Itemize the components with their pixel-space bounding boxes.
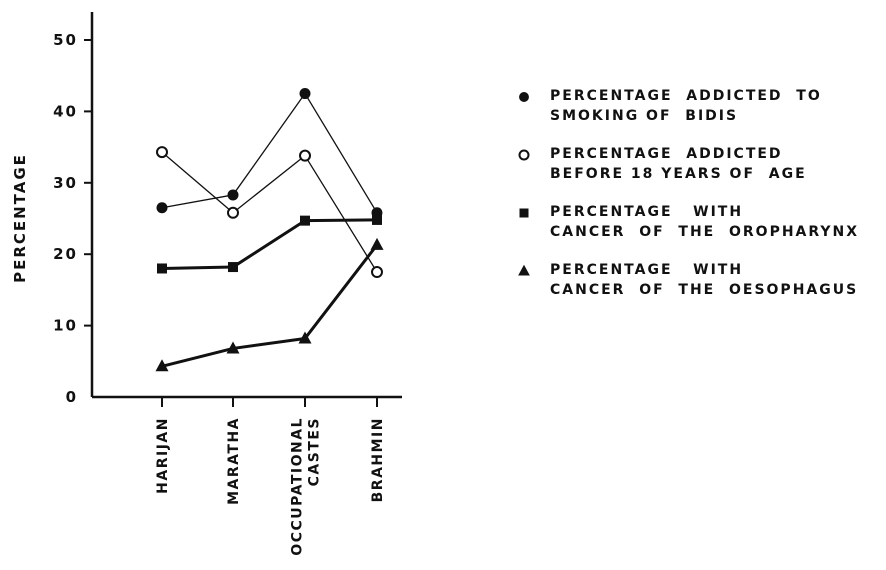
legend-marker [518, 264, 530, 276]
data-point [371, 266, 383, 279]
data-point [226, 341, 240, 354]
data-point [156, 146, 168, 159]
data-point [157, 263, 167, 274]
data-point [156, 202, 168, 214]
legend-label-line: CANCER OF THE OROPHARYNX [550, 224, 860, 240]
x-tick-label: MARATHA [226, 417, 242, 505]
legend-item-2: PERCENTAGE ADDICTED BEFORE 18 YEARS OF AG… [512, 144, 882, 184]
legend-label-line: PERCENTAGE ADDICTED TO [550, 88, 822, 104]
y-tick-label: 0 [66, 388, 78, 406]
series-4 [155, 237, 384, 372]
x-axis: HARIJAN MARATHA OCCUPATIONAL CASTES BRAHMIN [92, 395, 402, 556]
legend-item-3: PERCENTAGE WITH CANCER OF THE OROPHARYNX [512, 202, 882, 242]
x-tick-label: HARIJAN [155, 417, 171, 494]
data-point [370, 237, 384, 250]
series-line [161, 218, 378, 270]
legend-label-line: PERCENTAGE ADDICTED [550, 146, 783, 162]
data-point [299, 149, 311, 162]
legend-marker [519, 92, 529, 102]
legend-label-line: BEFORE 18 YEARS OF AGE [550, 166, 807, 182]
legend-marker [518, 149, 530, 161]
y-axis: 0 10 20 30 40 50 [53, 12, 94, 406]
y-tick-label: 40 [53, 102, 78, 120]
series-line [161, 92, 378, 214]
legend-marker-shape [518, 264, 530, 276]
data-point [227, 189, 239, 201]
legend-marker [519, 208, 529, 218]
y-tick-label: 20 [53, 245, 78, 263]
series-3 [157, 214, 382, 274]
data-point [298, 331, 312, 344]
data-point [155, 359, 169, 372]
y-axis-title: PERCENTAGE [11, 153, 29, 283]
data-point [372, 214, 382, 225]
y-tick-label: 50 [53, 31, 78, 49]
series-2 [156, 146, 383, 279]
data-point [228, 262, 238, 273]
legend-marker-shape [519, 208, 529, 218]
legend-marker-shape [518, 149, 530, 161]
x-tick-label: OCCUPATIONAL [290, 417, 306, 556]
legend-label-line: SMOKING OF BIDIS [550, 108, 739, 124]
x-tick-label: BRAHMIN [370, 417, 386, 502]
y-tick-label: 10 [53, 317, 78, 335]
legend-item-1: PERCENTAGE ADDICTED TO SMOKING OF BIDIS [512, 86, 882, 126]
legend: PERCENTAGE ADDICTED TO SMOKING OF BIDIS PE… [512, 86, 882, 318]
data-point [227, 206, 239, 219]
legend-label-line: PERCENTAGE WITH [550, 262, 744, 278]
legend-item-4: PERCENTAGE WITH CANCER OF THE OESOPHAGUS [512, 260, 882, 300]
data-point [300, 215, 310, 226]
legend-label-line: PERCENTAGE WITH [550, 204, 744, 220]
data-point [299, 88, 311, 100]
legend-label-line: CANCER OF THE OESOPHAGUS [550, 282, 859, 298]
series-line [161, 244, 379, 368]
legend-marker-shape [519, 92, 529, 102]
series-line [161, 151, 378, 273]
y-tick-label: 30 [53, 174, 78, 192]
series-1 [156, 88, 383, 219]
series-layer [155, 88, 384, 372]
x-tick-label: CASTES [307, 417, 323, 486]
